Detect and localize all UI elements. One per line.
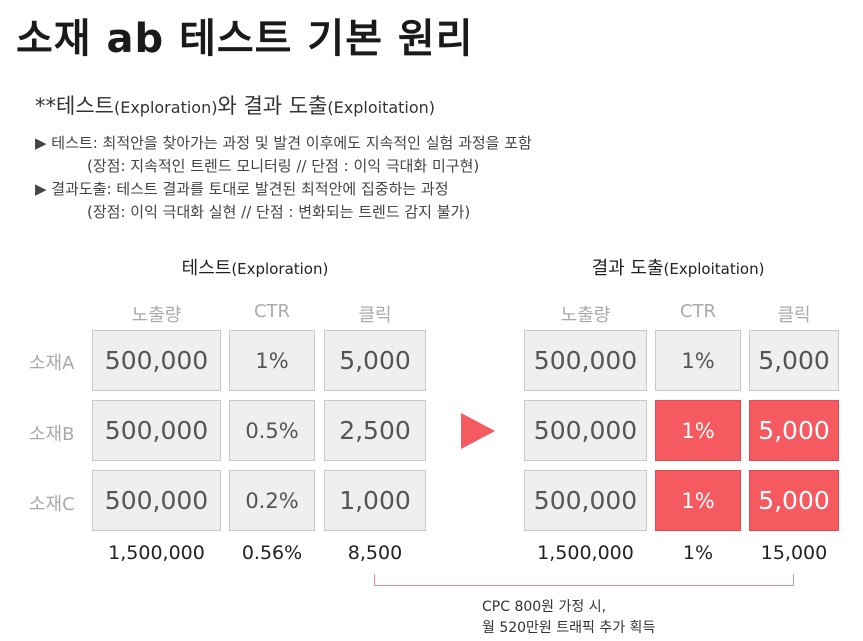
subtitle-exploration: (Exploration) xyxy=(113,98,218,117)
right-c-clicks: 5,000 xyxy=(749,470,839,531)
bullet-list: ▶ 테스트: 최적안을 찾아가는 과정 및 발견 이후에도 지속적인 실험 과정… xyxy=(35,132,532,224)
right-a-ctr: 1% xyxy=(655,330,741,391)
left-c-impressions: 500,000 xyxy=(92,470,221,531)
row-label-a: 소재A xyxy=(29,353,75,374)
row-label-b: 소재B xyxy=(29,424,75,445)
bullet-item: ▶ 결과도출: 테스트 결과를 토대로 발견된 최적안에 집중하는 과정 xyxy=(35,180,449,198)
left-c-clicks: 1,000 xyxy=(324,470,426,531)
right-col-clicks: 클릭 xyxy=(777,305,811,326)
left-col-clicks: 클릭 xyxy=(358,305,392,326)
right-a-impressions: 500,000 xyxy=(524,330,647,391)
left-total-impressions: 1,500,000 xyxy=(108,542,205,564)
right-total-impressions: 1,500,000 xyxy=(537,542,634,564)
left-table-title: 테스트(Exploration) xyxy=(140,254,370,280)
right-col-impressions: 노출량 xyxy=(560,305,611,326)
right-col-ctr: CTR xyxy=(679,301,717,322)
subtitle: **테스트(Exploration)와 결과 도출(Exploitation) xyxy=(35,90,435,120)
right-b-impressions: 500,000 xyxy=(524,400,647,461)
right-c-impressions: 500,000 xyxy=(524,470,647,531)
comparison-bracket xyxy=(374,574,794,586)
left-col-impressions: 노출량 xyxy=(131,305,182,326)
right-c-ctr: 1% xyxy=(655,470,741,531)
left-a-ctr: 1% xyxy=(229,330,315,391)
left-total-ctr: 0.56% xyxy=(241,542,303,564)
right-table-title-en: (Exploitation) xyxy=(663,260,765,278)
page-title: 소재 ab 테스트 기본 원리 xyxy=(16,16,474,62)
right-b-clicks: 5,000 xyxy=(749,400,839,461)
note-line: 월 520만원 트래픽 추가 획득 xyxy=(482,620,656,636)
left-c-ctr: 0.2% xyxy=(229,470,315,531)
subtitle-middle: 와 결과 도출 xyxy=(217,94,328,118)
traffic-note: CPC 800원 가정 시, 월 520만원 트래픽 추가 획득 xyxy=(482,597,655,639)
left-table-title-ko: 테스트 xyxy=(181,258,232,279)
subtitle-exploitation: (Exploitation) xyxy=(327,98,436,117)
left-b-ctr: 0.5% xyxy=(229,400,315,461)
right-total-clicks: 15,000 xyxy=(760,542,828,564)
subtitle-prefix: **테스트 xyxy=(35,94,114,118)
right-table-title-ko: 결과 도출 xyxy=(591,258,664,279)
right-total-ctr: 1% xyxy=(682,542,714,564)
left-table-title-en: (Exploration) xyxy=(231,260,329,278)
right-b-ctr: 1% xyxy=(655,400,741,461)
left-total-clicks: 8,500 xyxy=(347,542,403,564)
note-line: CPC 800원 가정 시, xyxy=(482,599,607,615)
bullet-sub: (장점: 이익 극대화 실현 // 단점 : 변화되는 트렌드 감지 불가) xyxy=(87,203,471,221)
left-b-clicks: 2,500 xyxy=(324,400,426,461)
left-a-clicks: 5,000 xyxy=(324,330,426,391)
row-label-c: 소재C xyxy=(29,494,75,515)
bullet-sub: (장점: 지속적인 트렌드 모니터링 // 단점 : 이익 극대화 미구현) xyxy=(87,157,480,175)
arrow-right-icon xyxy=(461,413,495,449)
bullet-item: ▶ 테스트: 최적안을 찾아가는 과정 및 발견 이후에도 지속적인 실험 과정… xyxy=(35,134,532,152)
left-col-ctr: CTR xyxy=(253,301,291,322)
left-a-impressions: 500,000 xyxy=(92,330,221,391)
left-b-impressions: 500,000 xyxy=(92,400,221,461)
right-a-clicks: 5,000 xyxy=(749,330,839,391)
right-table-title: 결과 도출(Exploitation) xyxy=(548,254,808,280)
